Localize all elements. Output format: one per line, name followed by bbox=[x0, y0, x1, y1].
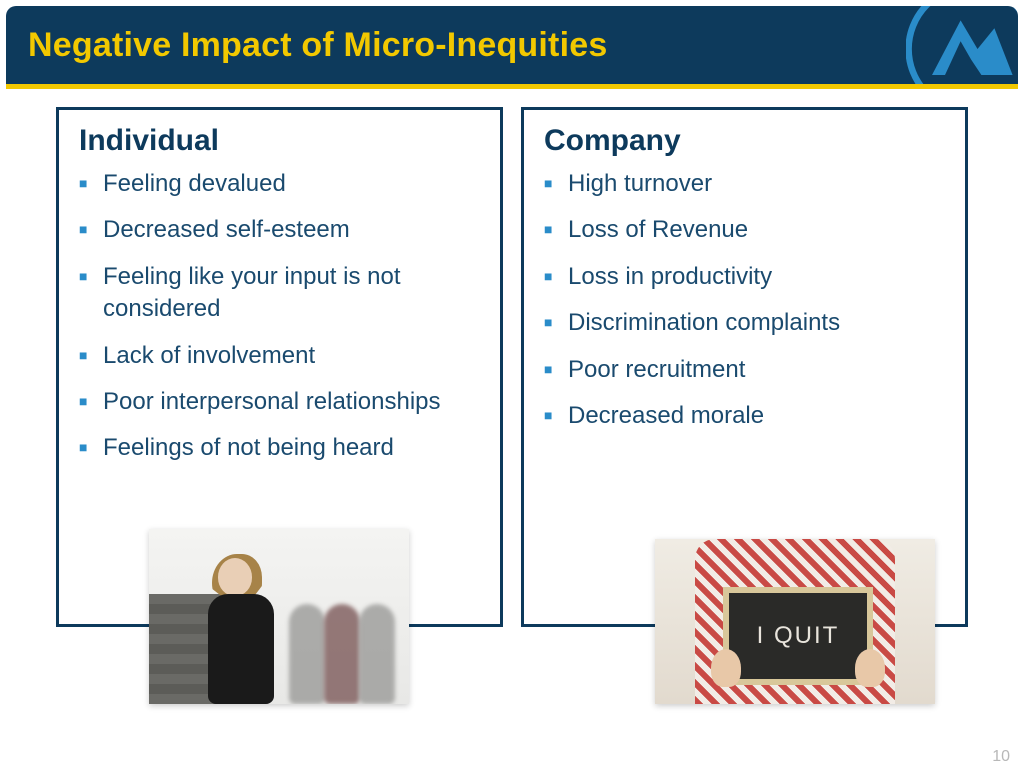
content-area: Individual Feeling devalued Decreased se… bbox=[0, 89, 1024, 627]
slide-title: Negative Impact of Micro-Inequities bbox=[28, 26, 607, 65]
bullet-list: High turnover Loss of Revenue Loss in pr… bbox=[544, 168, 945, 432]
panel-company: Company High turnover Loss of Revenue Lo… bbox=[521, 107, 968, 627]
page-number: 10 bbox=[992, 748, 1010, 766]
list-item: Loss of Revenue bbox=[544, 214, 945, 246]
list-item: High turnover bbox=[544, 168, 945, 200]
brand-logo-icon bbox=[906, 6, 1018, 84]
chalkboard-text: I QUIT bbox=[723, 587, 873, 685]
panel-heading: Individual bbox=[79, 124, 480, 158]
list-item: Feelings of not being heard bbox=[79, 432, 480, 464]
panel-image bbox=[149, 529, 409, 704]
panel-heading: Company bbox=[544, 124, 945, 158]
list-item: Discrimination complaints bbox=[544, 307, 945, 339]
list-item: Lack of involvement bbox=[79, 340, 480, 372]
list-item: Feeling like your input is not considere… bbox=[79, 261, 480, 326]
list-item: Decreased self-esteem bbox=[79, 214, 480, 246]
list-item: Feeling devalued bbox=[79, 168, 480, 200]
panel-individual: Individual Feeling devalued Decreased se… bbox=[56, 107, 503, 627]
list-item: Poor recruitment bbox=[544, 354, 945, 386]
bullet-list: Feeling devalued Decreased self-esteem F… bbox=[79, 168, 480, 465]
list-item: Poor interpersonal relationships bbox=[79, 386, 480, 418]
panel-image: I QUIT bbox=[655, 539, 935, 704]
list-item: Loss in productivity bbox=[544, 261, 945, 293]
slide-header: Negative Impact of Micro-Inequities bbox=[6, 6, 1018, 84]
list-item: Decreased morale bbox=[544, 400, 945, 432]
